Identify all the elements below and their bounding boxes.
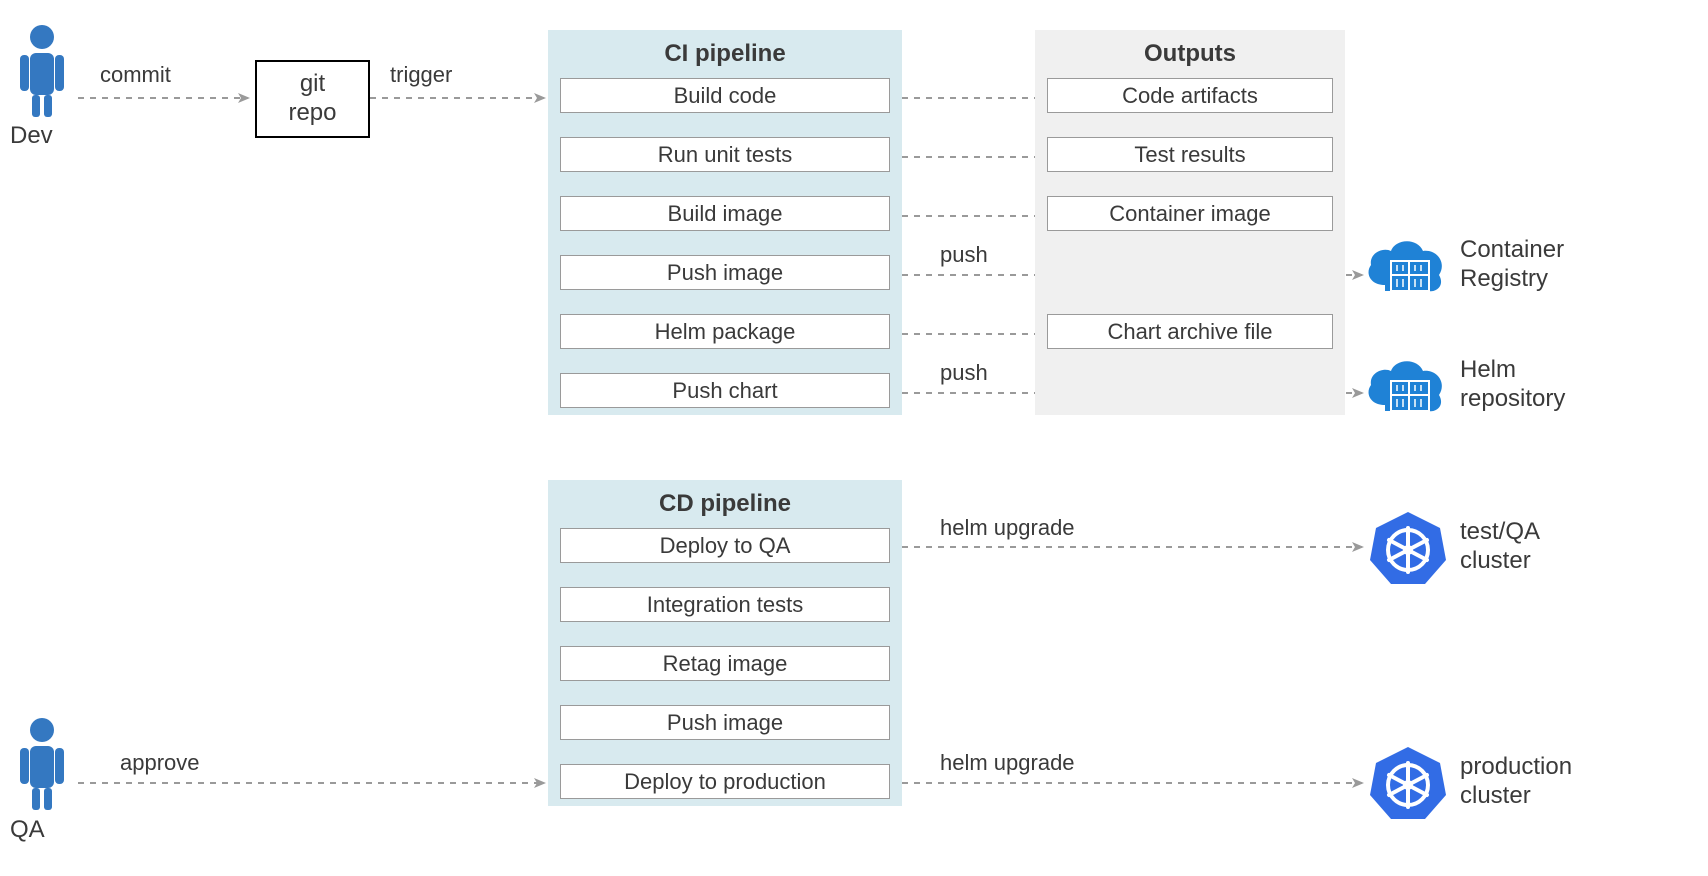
trigger-label: trigger — [390, 62, 452, 88]
ci-step-1: Run unit tests — [560, 137, 890, 172]
qa-person-icon — [20, 718, 64, 810]
prod-cluster-label: production cluster — [1460, 753, 1572, 811]
cd-step-1: Integration tests — [560, 587, 890, 622]
diagram-canvas: Dev QA commit trigger git repo CI pipeli… — [0, 0, 1708, 876]
ci-step-4: Helm package — [560, 314, 890, 349]
git-repo-box: git repo — [255, 60, 370, 138]
helm-repository-icon — [1369, 361, 1442, 411]
dev-label: Dev — [10, 122, 53, 150]
ci-step-0: Build code — [560, 78, 890, 113]
cd-step-4: Deploy to production — [560, 764, 890, 799]
container-registry-icon — [1369, 241, 1442, 291]
cd-panel: CD pipeline Deploy to QA Integration tes… — [548, 480, 902, 806]
container-registry-label: Container Registry — [1460, 236, 1564, 294]
helm-upgrade-label-1: helm upgrade — [940, 515, 1075, 541]
qa-cluster-icon — [1370, 512, 1446, 584]
ci-step-5: Push chart — [560, 373, 890, 408]
output-0: Code artifacts — [1047, 78, 1333, 113]
ci-step-2: Build image — [560, 196, 890, 231]
outputs-panel: Outputs Code artifacts Test results Cont… — [1035, 30, 1345, 415]
ci-panel: CI pipeline Build code Run unit tests Bu… — [548, 30, 902, 415]
commit-label: commit — [100, 62, 171, 88]
qa-cluster-label: test/QA cluster — [1460, 518, 1540, 576]
push-label-1: push — [940, 242, 988, 268]
output-3: Chart archive file — [1047, 314, 1333, 349]
qa-label: QA — [10, 816, 45, 844]
ci-title: CI pipeline — [560, 40, 890, 68]
output-2: Container image — [1047, 196, 1333, 231]
outputs-title: Outputs — [1047, 40, 1333, 68]
cd-step-2: Retag image — [560, 646, 890, 681]
helm-repository-label: Helm repository — [1460, 356, 1565, 414]
cd-title: CD pipeline — [560, 490, 890, 518]
ci-step-3: Push image — [560, 255, 890, 290]
helm-upgrade-label-2: helm upgrade — [940, 750, 1075, 776]
output-1: Test results — [1047, 137, 1333, 172]
repo-line1: git — [288, 70, 336, 99]
approve-label: approve — [120, 750, 200, 776]
repo-line2: repo — [288, 99, 336, 128]
cd-step-3: Push image — [560, 705, 890, 740]
dev-person-icon — [20, 25, 64, 117]
cd-step-0: Deploy to QA — [560, 528, 890, 563]
prod-cluster-icon — [1370, 747, 1446, 819]
push-label-2: push — [940, 360, 988, 386]
